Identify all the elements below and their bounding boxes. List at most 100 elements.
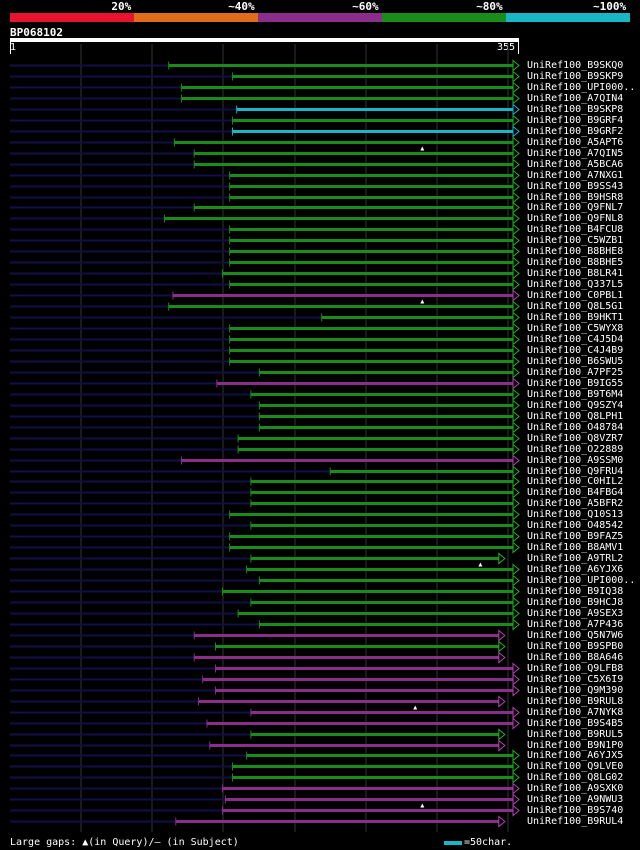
hit-label-link[interactable]: UniRef100_B4FCU8	[527, 223, 624, 235]
hit-arrow-icon	[512, 465, 520, 478]
hit-label-link[interactable]: UniRef100_C4J4B9	[527, 344, 624, 356]
hit-label-link[interactable]: UniRef100_Q8VZR7	[527, 432, 624, 444]
hit-label-link[interactable]: UniRef100_B9HKT1	[527, 311, 624, 323]
hit-label-link[interactable]: UniRef100_B9IG55	[527, 377, 624, 389]
hit-arrow-icon	[498, 640, 506, 653]
hit-arrow-icon	[512, 147, 520, 160]
hit-label-link[interactable]: UniRef100_A6YJX6	[527, 563, 624, 575]
hit-label-link[interactable]: UniRef100_B9GRF4	[527, 114, 624, 126]
identity-legend-bar	[10, 13, 630, 22]
hit-arrow-icon	[512, 300, 520, 313]
hit-label-link[interactable]: UniRef100_B9S740	[527, 804, 624, 816]
hit-label-link[interactable]: UniRef100_UPI000..	[527, 574, 636, 586]
hit-label-link[interactable]: UniRef100_Q9LFB8	[527, 662, 624, 674]
hit-label-link[interactable]: UniRef100_A7P436	[527, 618, 624, 630]
hit-label-link[interactable]: UniRef100_O48542	[527, 519, 624, 531]
hit-label-link[interactable]: UniRef100_UPI000..	[527, 81, 636, 93]
hit-label-link[interactable]: UniRef100_Q8L5G1	[527, 300, 624, 312]
hit-label-link[interactable]: UniRef100_B9RUL4	[527, 815, 624, 827]
hit-arrow-icon	[498, 728, 506, 741]
hit-label-link[interactable]: UniRef100_B9SPB0	[527, 640, 624, 652]
hit-label-link[interactable]: UniRef100_A7NXG1	[527, 169, 624, 181]
hit-label-link[interactable]: UniRef100_B9SKQ0	[527, 59, 624, 71]
hit-label-link[interactable]: UniRef100_Q9FNL8	[527, 212, 624, 224]
hit-label-link[interactable]: UniRef100_A9SXK0	[527, 782, 624, 794]
hit-label-link[interactable]: UniRef100_B9RUL8	[527, 695, 624, 707]
legend-segment-label: ~60%	[352, 0, 379, 13]
hit-label-link[interactable]: UniRef100_A9NWU3	[527, 793, 624, 805]
hit-label-link[interactable]: UniRef100_A9TRL2	[527, 552, 624, 564]
hit-label-link[interactable]: UniRef100_B8BHE5	[527, 256, 624, 268]
legend-segment-label: ~100%	[593, 0, 627, 13]
hit-arrow-icon	[512, 486, 520, 499]
hit-arrow-icon	[512, 136, 520, 149]
hit-label-link[interactable]: UniRef100_B9HSR8	[527, 191, 624, 203]
hit-arrow-icon	[512, 180, 520, 193]
hit-label-link[interactable]: UniRef100_A5BFR2	[527, 497, 624, 509]
hit-arrow-icon	[512, 410, 520, 423]
hit-label-link[interactable]: UniRef100_Q9SZY4	[527, 399, 624, 411]
hit-label-link[interactable]: UniRef100_C5WZB1	[527, 234, 624, 246]
hit-label-link[interactable]: UniRef100_A9SEX3	[527, 607, 624, 619]
hit-arrow-icon	[498, 629, 506, 642]
hit-label-link[interactable]: UniRef100_C0HIL2	[527, 475, 624, 487]
hit-label-link[interactable]: UniRef100_Q8LPH1	[527, 410, 624, 422]
hit-label-link[interactable]: UniRef100_A9SSM0	[527, 454, 624, 466]
hit-label-link[interactable]: UniRef100_A7NYK8	[527, 706, 624, 718]
hit-label-link[interactable]: UniRef100_C5X6I9	[527, 673, 624, 685]
hit-arrow-icon	[512, 530, 520, 543]
hit-label-link[interactable]: UniRef100_Q5N7W6	[527, 629, 624, 641]
hit-label-link[interactable]: UniRef100_B9IQ38	[527, 585, 624, 597]
hit-label-link[interactable]: UniRef100_B9SS43	[527, 180, 624, 192]
hit-label-link[interactable]: UniRef100_C0PBL1	[527, 289, 624, 301]
hit-label-link[interactable]: UniRef100_O48784	[527, 421, 624, 433]
hit-label-link[interactable]: UniRef100_B8AMV1	[527, 541, 624, 553]
hit-arrow-icon	[512, 421, 520, 434]
legend-segment	[506, 13, 630, 22]
hit-label-link[interactable]: UniRef100_A6YJX5	[527, 749, 624, 761]
hit-label-link[interactable]: UniRef100_A5BCA6	[527, 158, 624, 170]
hit-label-link[interactable]: UniRef100_A7QIN4	[527, 92, 624, 104]
hit-label-link[interactable]: UniRef100_Q10S13	[527, 508, 624, 520]
hit-label-link[interactable]: UniRef100_B9S4B5	[527, 717, 624, 729]
hit-arrow-icon	[512, 706, 520, 719]
hit-arrow-icon	[512, 59, 520, 72]
hit-label-link[interactable]: UniRef100_C4J5D4	[527, 333, 624, 345]
hit-arrow-icon	[512, 771, 520, 784]
hit-label-link[interactable]: UniRef100_B9SKP8	[527, 103, 624, 115]
hit-label-link[interactable]: UniRef100_Q9LVE0	[527, 760, 624, 772]
hit-label-link[interactable]: UniRef100_Q9FNL7	[527, 201, 624, 213]
hit-label-link[interactable]: UniRef100_B4FBG4	[527, 486, 624, 498]
hit-arrow-icon	[512, 804, 520, 817]
hit-label-link[interactable]: UniRef100_B9RUL5	[527, 728, 624, 740]
hit-label-link[interactable]: UniRef100_A5APT6	[527, 136, 624, 148]
hit-label-link[interactable]: UniRef100_O22889	[527, 443, 624, 455]
hit-label-link[interactable]: UniRef100_B9HCJ8	[527, 596, 624, 608]
hit-label-link[interactable]: UniRef100_B9N1P0	[527, 739, 624, 751]
hit-label-link[interactable]: UniRef100_B9FAZ5	[527, 530, 624, 542]
legend-segment-label: 20%	[111, 0, 132, 13]
hit-label-link[interactable]: UniRef100_B8BHE8	[527, 245, 624, 257]
hit-label-link[interactable]: UniRef100_Q9M390	[527, 684, 624, 696]
hit-label-link[interactable]: UniRef100_B6SWU5	[527, 355, 624, 367]
hit-label-link[interactable]: UniRef100_C5WYX8	[527, 322, 624, 334]
hit-label-link[interactable]: UniRef100_B9SKP9	[527, 70, 624, 82]
hit-label-link[interactable]: UniRef100_B9T6M4	[527, 388, 624, 400]
legend-segment	[134, 13, 258, 22]
hit-label-link[interactable]: UniRef100_Q337L5	[527, 278, 624, 290]
hit-arrow-icon	[512, 377, 520, 390]
hit-label-link[interactable]: UniRef100_A7QIN5	[527, 147, 624, 159]
hit-label-link[interactable]: UniRef100_Q8LG02	[527, 771, 624, 783]
hit-arrow-icon	[512, 92, 520, 105]
hit-label-link[interactable]: UniRef100_A7PF25	[527, 366, 624, 378]
hit-label-link[interactable]: UniRef100_B8LR41	[527, 267, 624, 279]
hit-arrow-icon	[512, 563, 520, 576]
hit-arrow-icon	[512, 519, 520, 532]
hit-arrow-icon	[512, 673, 520, 686]
hit-label-link[interactable]: UniRef100_B9GRF2	[527, 125, 624, 137]
query-gap-icon	[420, 146, 425, 151]
hit-arrow-icon	[512, 585, 520, 598]
hit-label-link[interactable]: UniRef100_Q9FRU4	[527, 465, 624, 477]
hit-label-link[interactable]: UniRef100_B8A646	[527, 651, 624, 663]
hit-arrow-icon	[512, 223, 520, 236]
